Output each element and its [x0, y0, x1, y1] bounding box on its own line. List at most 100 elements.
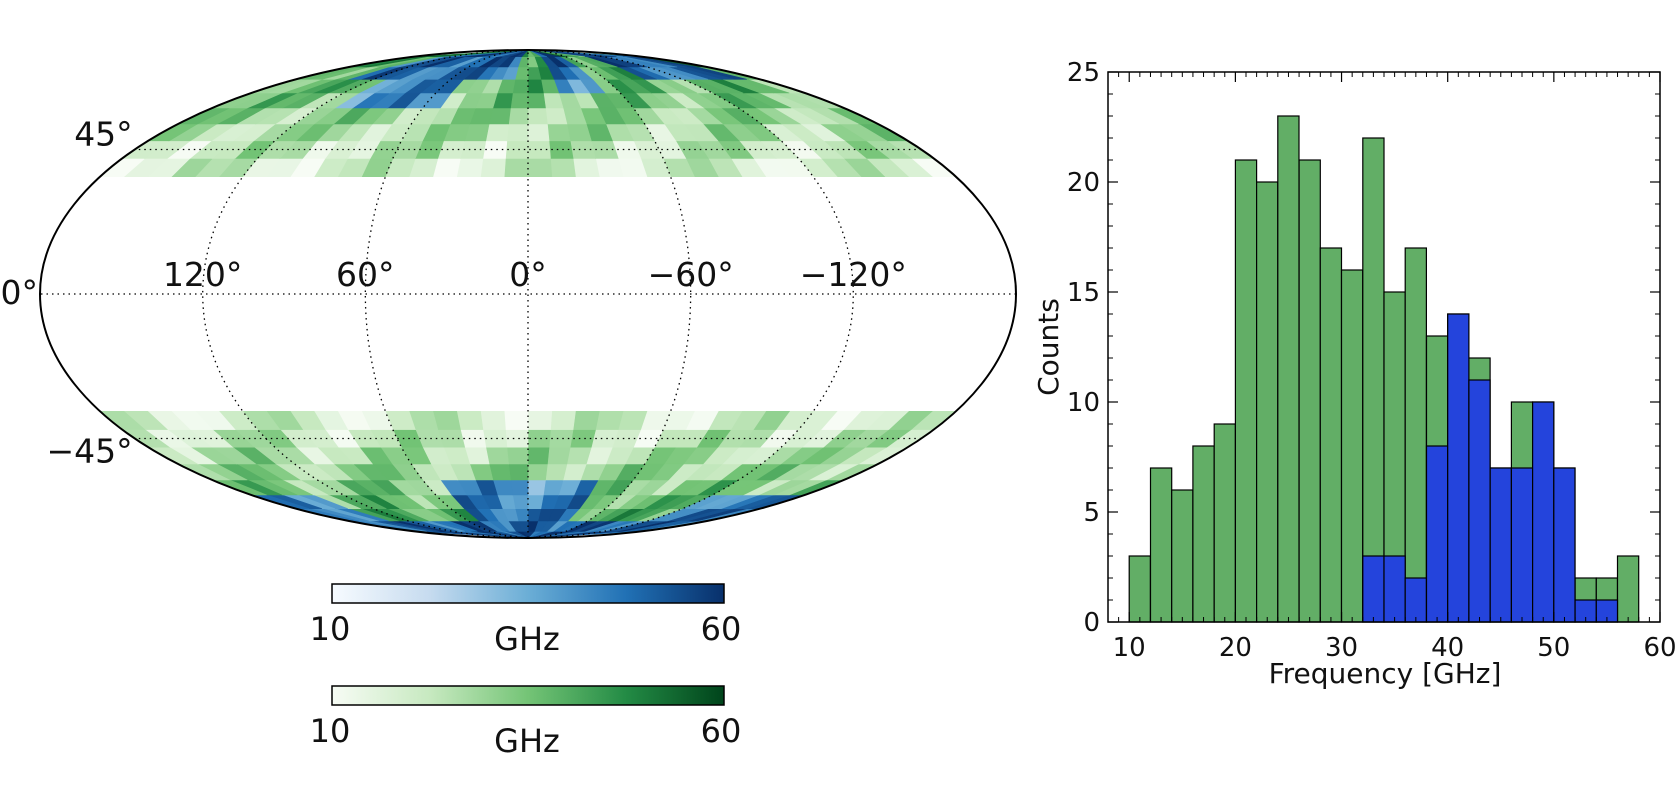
colorbar-blue: 10 GHz 60: [310, 583, 742, 658]
histogram-bar-green: [1319, 247, 1343, 623]
y-tick-label: 10: [1067, 388, 1100, 418]
sky-tile: [506, 123, 529, 142]
longitude-label: 0°: [509, 255, 547, 294]
latitude-label: 45°: [74, 115, 133, 154]
histogram-bar-green: [1277, 115, 1300, 623]
sky-map: 120° 60° 0° −60° −120° 45° 0° −45°: [1, 49, 1017, 539]
histogram-bar-blue: [1425, 445, 1449, 623]
sky-tile: [510, 92, 529, 109]
histogram: 10 20 30 40 50 60 0 5 10 15 20 25 Frequency [GHz] C…: [1032, 58, 1677, 690]
sky-tile: [595, 158, 624, 177]
sky-tile: [527, 479, 546, 496]
y-tick-label: 0: [1083, 608, 1100, 638]
sky-tile: [547, 123, 571, 142]
histogram-bar-blue: [1362, 555, 1385, 623]
histogram-bar-blue: [1468, 379, 1491, 623]
histogram-bar-green: [1404, 247, 1427, 623]
x-tick-label: 30: [1325, 633, 1358, 663]
x-tick-label: 50: [1537, 633, 1570, 663]
sky-tile: [527, 446, 550, 465]
histogram-x-label: Frequency [GHz]: [1269, 657, 1502, 690]
histogram-bar-green: [1234, 159, 1258, 623]
histogram-bar-green: [1362, 137, 1385, 623]
colorbar-blue-unit: GHz: [494, 620, 560, 658]
colorbar-green-unit: GHz: [494, 722, 560, 760]
histogram-frame: [1107, 71, 1661, 623]
y-tick-label: 20: [1067, 168, 1100, 198]
sky-tile: [480, 410, 506, 430]
sky-tile: [456, 410, 484, 430]
sky-tile: [527, 463, 548, 481]
histogram-bar-green: [1149, 467, 1173, 623]
colorbar-green-min-label: 10: [310, 712, 351, 750]
histogram-y-label: Counts: [1032, 298, 1065, 396]
histogram-bar-green: [1213, 423, 1236, 623]
histogram-bar-green: [1171, 489, 1194, 623]
histogram-bar-green: [1255, 181, 1279, 623]
sky-tile: [572, 158, 600, 177]
y-tick-label: 25: [1067, 58, 1100, 88]
histogram-bar-blue: [1383, 555, 1406, 623]
histogram-bar-green: [1340, 269, 1364, 623]
colorbar-blue-max-label: 60: [701, 610, 742, 648]
histogram-ticks: 10 20 30 40 50 60 0 5 10 15 20 25: [1067, 58, 1677, 663]
y-tick-label: 15: [1067, 278, 1100, 308]
sky-tile: [485, 123, 509, 142]
colorbar-green-gradient: [331, 685, 725, 706]
sky-map-outline: [39, 49, 1017, 539]
latitude-label: 0°: [1, 273, 39, 312]
sky-tile: [480, 158, 506, 177]
colorbar-green: 10 GHz 60: [310, 685, 742, 760]
sky-tile: [545, 463, 568, 481]
sky-tile: [506, 446, 529, 465]
sky-tile: [456, 158, 484, 177]
y-tick-label: 5: [1083, 498, 1100, 528]
histogram-bar-blue: [1531, 401, 1555, 623]
sky-tile: [527, 494, 544, 510]
sky-tile: [510, 479, 529, 496]
longitude-label: −120°: [800, 255, 907, 294]
sky-tile: [485, 446, 509, 465]
histogram-bar-blue: [1447, 313, 1470, 623]
sky-tile: [527, 410, 553, 430]
longitude-label: 60°: [336, 255, 395, 294]
x-tick-label: 40: [1431, 633, 1464, 663]
sky-tile: [508, 463, 529, 481]
histogram-bar-green: [1128, 555, 1151, 623]
longitude-label: 120°: [163, 255, 243, 294]
sky-tile: [550, 410, 576, 430]
sky-tile: [527, 123, 550, 142]
sky-tile: [545, 107, 568, 125]
sky-tile: [527, 92, 546, 109]
sky-tile: [527, 79, 544, 94]
histogram-bar-blue: [1489, 467, 1512, 623]
sky-tile: [527, 107, 548, 125]
colorbar-green-max-label: 60: [701, 712, 742, 750]
sky-tile: [547, 446, 571, 465]
histogram-bar-green: [1616, 555, 1640, 623]
meridian-line: [202, 49, 529, 539]
histogram-bar-green: [1192, 445, 1215, 623]
colorbar-blue-gradient: [331, 583, 725, 604]
x-tick-label: 60: [1643, 633, 1676, 663]
x-tick-label: 20: [1219, 633, 1252, 663]
histogram-bar-green: [1298, 159, 1321, 623]
histogram-bar-blue: [1510, 467, 1534, 623]
sky-map-labels: 120° 60° 0° −60° −120° 45° 0° −45°: [1, 115, 907, 471]
sky-tile: [572, 410, 600, 430]
sky-tile: [503, 158, 529, 177]
sky-tile: [503, 410, 529, 430]
histogram-bar-blue: [1404, 577, 1427, 623]
histogram-bar-blue: [1553, 467, 1576, 623]
x-tick-label: 10: [1113, 633, 1146, 663]
latitude-label: −45°: [47, 432, 133, 471]
sky-tile: [508, 107, 529, 125]
histogram-bars: [1128, 115, 1640, 623]
sky-tile: [595, 410, 624, 430]
meridian-line: [527, 49, 854, 539]
sky-tile: [527, 158, 553, 177]
sky-tile: [550, 158, 576, 177]
colorbar-blue-min-label: 10: [310, 610, 351, 648]
sky-graticule: [40, 49, 1016, 539]
